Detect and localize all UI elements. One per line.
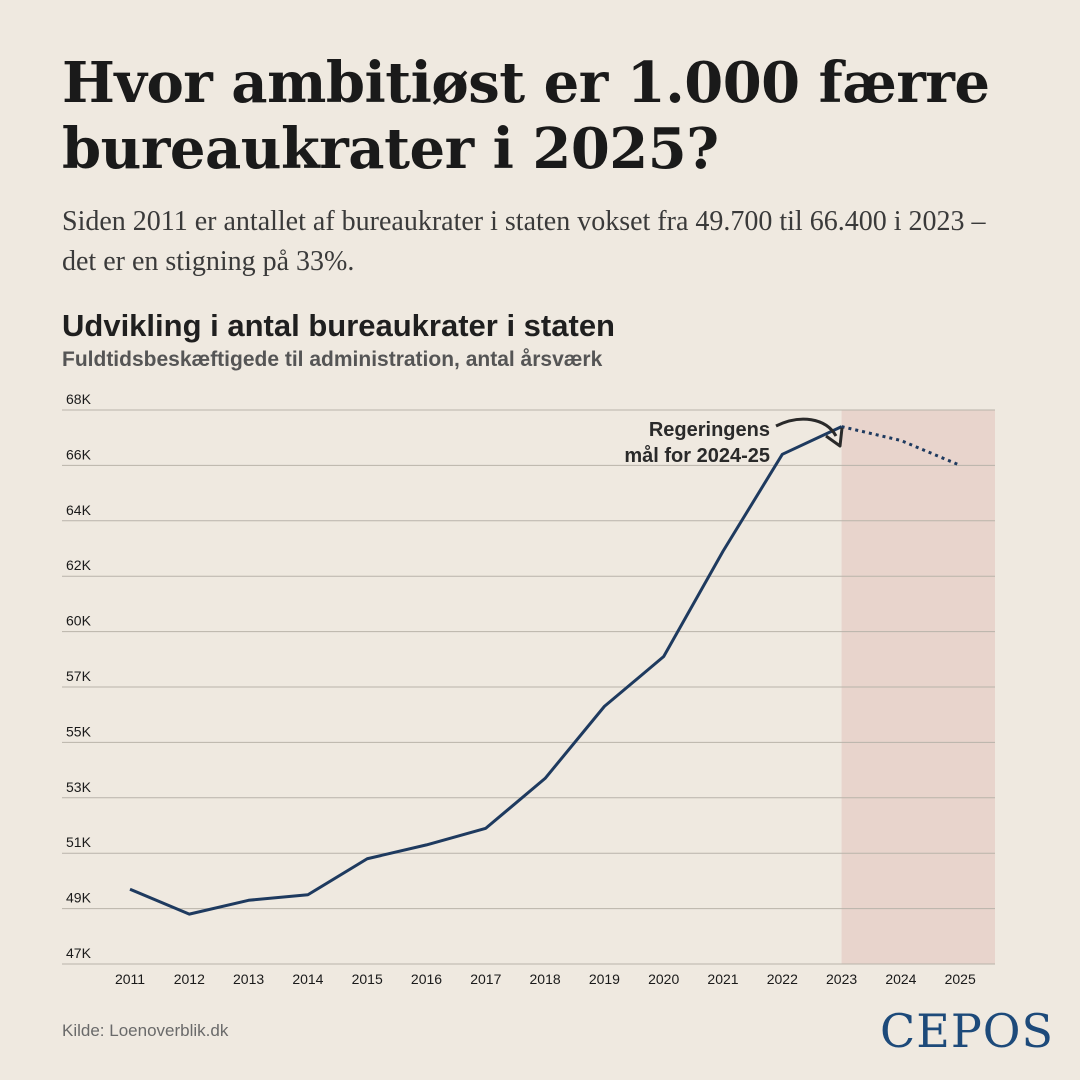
x-tick-label: 2016 bbox=[411, 971, 442, 987]
annotation-text: Regeringens bbox=[649, 419, 770, 441]
x-tick-label: 2023 bbox=[826, 971, 857, 987]
y-tick-label: 47K bbox=[66, 945, 92, 961]
x-tick-label: 2022 bbox=[767, 971, 798, 987]
y-tick-label: 64K bbox=[66, 502, 92, 518]
y-tick-label: 57K bbox=[66, 668, 92, 684]
x-tick-label: 2025 bbox=[945, 971, 976, 987]
x-tick-label: 2020 bbox=[648, 971, 679, 987]
annotation-text: mål for 2024-25 bbox=[624, 444, 770, 467]
annotation-arrow bbox=[775, 417, 838, 437]
cepos-logo: CEPOS bbox=[880, 1004, 1054, 1058]
actual-series-line bbox=[129, 425, 843, 916]
x-tick-label: 2012 bbox=[174, 971, 205, 987]
y-tick-label: 60K bbox=[66, 613, 92, 629]
x-tick-label: 2024 bbox=[885, 971, 916, 987]
chart-subtitle: Fuldtidsbeskæftigede til administration,… bbox=[62, 348, 603, 371]
x-tick-label: 2017 bbox=[470, 971, 501, 987]
y-tick-label: 62K bbox=[66, 557, 92, 573]
y-tick-label: 53K bbox=[66, 779, 92, 795]
y-tick-label: 49K bbox=[66, 890, 92, 906]
x-tick-label: 2018 bbox=[530, 971, 561, 987]
intro-text: Siden 2011 er antallet af bureaukrater i… bbox=[62, 206, 986, 277]
x-tick-label: 2019 bbox=[589, 971, 620, 987]
chart-title: Udvikling i antal bureaukrater i staten bbox=[62, 308, 615, 343]
y-tick-label: 66K bbox=[66, 446, 92, 462]
source-note: Kilde: Loenoverblik.dk bbox=[62, 1021, 229, 1040]
x-tick-label: 2021 bbox=[707, 971, 738, 987]
y-tick-label: 68K bbox=[66, 391, 92, 407]
x-tick-label: 2013 bbox=[233, 971, 264, 987]
x-tick-label: 2014 bbox=[292, 971, 323, 987]
y-tick-label: 51K bbox=[66, 834, 92, 850]
x-tick-label: 2011 bbox=[115, 971, 145, 987]
x-tick-label: 2015 bbox=[352, 971, 383, 987]
annotation-arrowhead bbox=[825, 427, 844, 448]
headline: Hvor ambitiøst er 1.000 færre bureaukrat… bbox=[62, 50, 990, 182]
y-tick-label: 55K bbox=[66, 723, 92, 739]
line-chart: 47K 49K 51K 53K 55K 57K 60K 62K 64K 66K 68K 2011 201… bbox=[62, 391, 995, 987]
